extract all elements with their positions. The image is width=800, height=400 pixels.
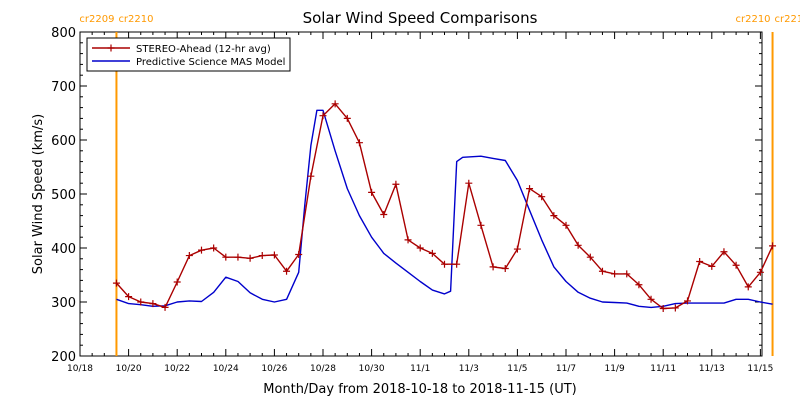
data-point-marker xyxy=(769,242,777,250)
x-tick-label: 10/20 xyxy=(116,364,142,374)
data-point-marker xyxy=(574,241,582,249)
data-point-marker xyxy=(112,279,120,287)
y-tick-label: 600 xyxy=(51,134,76,149)
data-point-marker xyxy=(149,300,157,308)
data-point-marker xyxy=(319,112,327,120)
x-tick-label: 11/1 xyxy=(410,364,430,374)
data-point-marker xyxy=(173,278,181,286)
data-point-marker xyxy=(501,265,509,273)
data-point-marker xyxy=(198,246,205,254)
legend-label-1: Predictive Science MAS Model xyxy=(136,57,285,68)
chart-title: Solar Wind Speed Comparisons xyxy=(303,9,538,27)
x-tick-label: 11/13 xyxy=(699,364,725,374)
x-tick-label: 10/24 xyxy=(213,364,239,374)
x-tick-label: 11/5 xyxy=(507,364,527,374)
data-point-marker xyxy=(355,139,363,147)
y-tick-label: 200 xyxy=(51,350,76,365)
data-point-marker xyxy=(380,211,388,219)
data-point-marker xyxy=(659,304,667,312)
data-point-marker xyxy=(611,270,619,278)
carrington-label-right: cr2211 xyxy=(775,14,800,25)
y-axis-label: Solar Wind Speed (km/s) xyxy=(31,114,46,274)
carrington-label-left: cr2209 xyxy=(79,14,114,25)
legend-marker-0 xyxy=(107,44,115,52)
data-point-marker xyxy=(453,260,461,268)
x-tick-label: 10/18 xyxy=(67,364,93,374)
carrington-label-left: cr2210 xyxy=(735,14,770,25)
data-point-marker xyxy=(368,188,376,196)
data-point-marker xyxy=(647,295,655,303)
data-point-marker xyxy=(392,180,400,188)
x-tick-label: 10/26 xyxy=(261,364,287,374)
data-point-marker xyxy=(343,114,351,122)
data-point-marker xyxy=(428,249,436,257)
legend-box xyxy=(86,37,291,72)
y-tick-label: 300 xyxy=(51,296,76,311)
y-tick-label: 500 xyxy=(51,188,76,203)
x-tick-label: 10/22 xyxy=(164,364,190,374)
data-point-marker xyxy=(307,172,315,180)
data-point-marker xyxy=(756,268,764,276)
data-point-marker xyxy=(538,193,546,201)
data-point-marker xyxy=(477,221,485,229)
data-point-marker xyxy=(513,245,521,253)
data-point-marker xyxy=(708,262,716,270)
data-point-marker xyxy=(222,253,230,261)
axis-ticks: 200 300 400 500 600 700 800 10/18 10/20 10/22 10/2… xyxy=(51,26,773,374)
x-tick-label: 11/9 xyxy=(604,364,624,374)
data-point-marker xyxy=(416,244,424,252)
data-point-marker xyxy=(161,303,169,311)
data-point-marker xyxy=(258,252,266,260)
data-point-marker xyxy=(137,298,145,306)
x-tick-label: 10/30 xyxy=(359,364,385,374)
data-point-marker xyxy=(744,283,752,291)
data-point-marker xyxy=(720,248,728,256)
data-point-marker xyxy=(562,221,570,229)
x-tick-label: 11/11 xyxy=(650,364,676,374)
data-point-marker xyxy=(635,281,643,289)
legend-label-0: STEREO-Ahead (12-hr avg) xyxy=(136,44,271,55)
y-tick-label: 700 xyxy=(51,80,76,95)
y-tick-label: 400 xyxy=(51,242,76,257)
data-point-marker xyxy=(125,293,133,301)
data-point-marker xyxy=(598,267,606,275)
data-point-marker xyxy=(234,253,242,261)
data-point-marker xyxy=(210,244,218,252)
data-point-marker xyxy=(246,254,254,262)
legend: STEREO-Ahead (12-hr avg) Predictive Scien… xyxy=(86,37,291,72)
data-point-marker xyxy=(550,212,558,220)
data-point-marker xyxy=(441,260,448,268)
data-point-marker xyxy=(404,236,412,244)
data-point-marker xyxy=(295,250,303,258)
data-point-marker xyxy=(465,179,473,187)
x-tick-label: 11/15 xyxy=(747,364,773,374)
data-point-marker xyxy=(185,252,193,260)
x-tick-label: 11/3 xyxy=(459,364,479,374)
y-tick-label: 800 xyxy=(51,26,76,41)
plot-frame xyxy=(79,31,763,357)
data-point-marker xyxy=(489,263,497,271)
series-line-0 xyxy=(115,103,774,310)
data-point-marker xyxy=(732,261,740,269)
data-point-marker xyxy=(586,253,594,261)
carrington-label-right: cr2210 xyxy=(118,14,153,25)
data-point-marker xyxy=(696,258,704,265)
carrington-markers: cr2209 cr2210 cr2210 cr2211 xyxy=(79,14,800,356)
data-point-marker xyxy=(623,270,631,278)
data-point-marker xyxy=(270,251,278,259)
data-point-marker xyxy=(283,267,291,275)
x-tick-label: 10/28 xyxy=(310,364,336,374)
data-point-marker xyxy=(331,100,339,108)
series-layer xyxy=(112,100,777,312)
data-point-marker xyxy=(526,185,534,193)
data-point-marker xyxy=(671,304,679,312)
data-point-marker xyxy=(684,297,691,305)
series-line-1 xyxy=(116,109,773,309)
x-axis-label: Month/Day from 2018-10-18 to 2018-11-15 … xyxy=(263,382,576,397)
x-tick-label: 11/7 xyxy=(556,364,576,374)
